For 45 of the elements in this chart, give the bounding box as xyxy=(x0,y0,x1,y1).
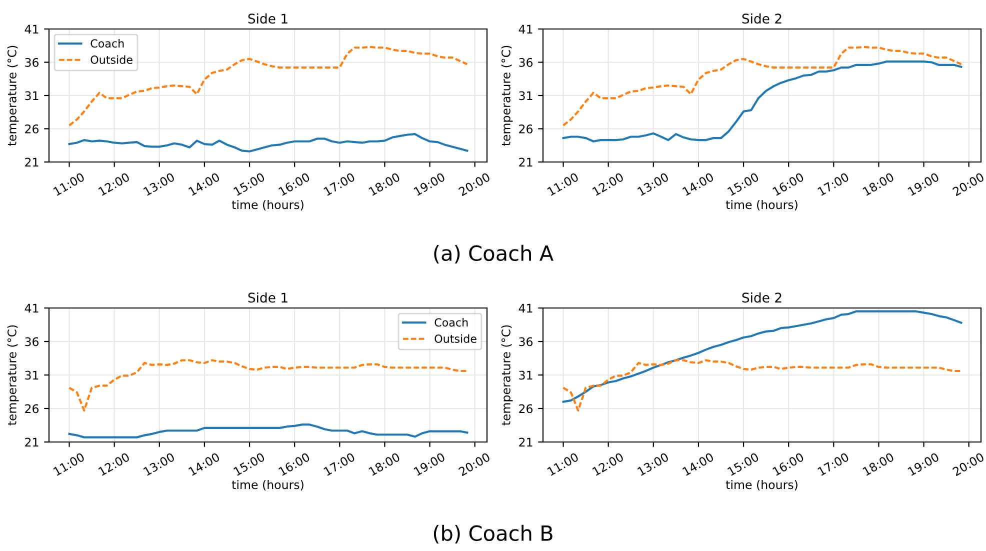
y-axis-title: temperature (°C) xyxy=(501,46,513,146)
y-tick-label: 21 xyxy=(25,158,38,166)
y-axis-title: temperature (°C) xyxy=(501,325,513,426)
y-tick-label: 41 xyxy=(518,304,532,312)
line-series xyxy=(68,359,468,412)
text: (a) Coach A xyxy=(434,244,554,264)
y-tick-label: 26 xyxy=(25,404,39,414)
y-tick-label: 21 xyxy=(519,158,532,166)
x-axis-title: time (hours) xyxy=(232,480,304,491)
legend-label: Outside xyxy=(434,334,476,343)
legend-label: Coach xyxy=(434,318,468,327)
y-tick-label: 36 xyxy=(25,337,39,346)
line-series xyxy=(68,133,468,152)
line-series xyxy=(562,60,962,142)
y-tick-label: 26 xyxy=(519,124,533,134)
y-tick-label: 26 xyxy=(519,404,533,414)
x-axis-title: time (hours) xyxy=(726,200,798,211)
y-tick-label: 41 xyxy=(24,304,38,312)
x-axis-title: time (hours) xyxy=(232,200,304,211)
y-tick-label: 41 xyxy=(24,24,38,34)
x-axis-title: time (hours) xyxy=(726,480,798,491)
y-tick-label: 36 xyxy=(519,58,533,67)
y-tick-label: 21 xyxy=(519,438,532,446)
y-axis-title: temperature (°C) xyxy=(7,46,19,146)
y-tick-label: 26 xyxy=(25,124,39,134)
y-tick-label: 31 xyxy=(519,370,532,380)
y-tick-label: 31 xyxy=(25,91,38,100)
chart-title: Side 2 xyxy=(742,292,782,303)
y-tick-label: 31 xyxy=(25,370,38,380)
y-tick-label: 21 xyxy=(25,438,38,446)
y-tick-label: 36 xyxy=(25,58,39,67)
line-series xyxy=(562,310,962,403)
y-tick-label: 41 xyxy=(518,24,532,34)
y-axis-title: temperature (°C) xyxy=(7,325,19,426)
chart-title: Side 2 xyxy=(742,13,782,24)
y-tick-label: 36 xyxy=(519,337,533,346)
legend-label: Coach xyxy=(90,39,124,48)
line-series xyxy=(68,424,468,438)
line-series xyxy=(562,359,962,412)
chart-title: Side 1 xyxy=(248,13,288,24)
y-tick-label: 31 xyxy=(519,91,532,100)
legend-label: Outside xyxy=(90,55,132,64)
chart-title: Side 1 xyxy=(248,292,288,303)
line-series xyxy=(562,46,962,126)
text: (b) Coach B xyxy=(434,524,552,544)
